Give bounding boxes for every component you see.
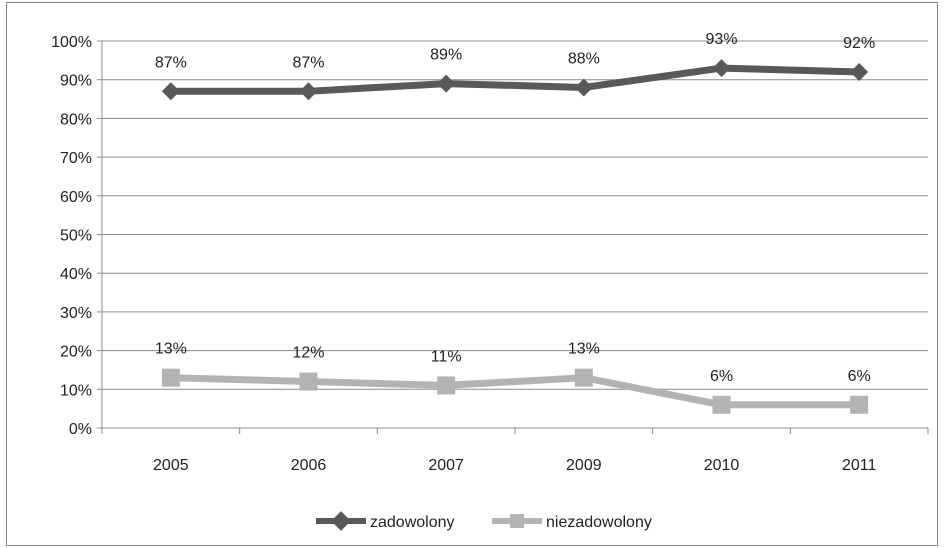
series-line-zadowolony: [170, 64, 860, 95]
x-tick-label: 2007: [428, 457, 464, 474]
data-label-niezadowolony: 6%: [848, 368, 871, 385]
y-tick-label: 90%: [60, 73, 92, 90]
data-point-zadowolony: [161, 82, 180, 101]
data-point-zadowolony: [850, 62, 869, 81]
data-label-niezadowolony: 13%: [155, 341, 187, 358]
data-point-niezadowolony: [712, 395, 731, 414]
y-tick-label: 0%: [69, 421, 92, 438]
chart-frame: [6, 2, 938, 546]
data-point-niezadowolony: [161, 368, 180, 387]
legend-item-niezadowolony: niezadowolony: [492, 514, 652, 531]
y-tick-label: 60%: [60, 189, 92, 206]
series-line-niezadowolony: [170, 374, 860, 409]
legend-label-zadowolony: zadowolony: [370, 514, 455, 531]
y-tick-label: 80%: [60, 111, 92, 128]
data-label-zadowolony: 93%: [705, 31, 737, 48]
data-label-zadowolony: 92%: [843, 35, 875, 52]
data-point-zadowolony: [712, 59, 731, 78]
legend-marker-niezadowolony: [510, 514, 524, 528]
series-markers: [161, 59, 869, 414]
legend-marker-zadowolony: [331, 511, 351, 531]
data-point-zadowolony: [299, 82, 318, 101]
y-tick-label: 100%: [51, 34, 92, 51]
x-tick-label: 2006: [291, 457, 327, 474]
x-tick-label: 2011: [842, 457, 877, 474]
y-axis-ticks: 0% 10% 20% 30% 40% 50% 60% 70% 80% 90% 100%: [51, 34, 102, 438]
data-point-zadowolony: [574, 78, 593, 97]
legend-label-niezadowolony: niezadowolony: [546, 514, 652, 531]
series-lines: [170, 64, 860, 409]
x-tick-label: 2005: [153, 457, 189, 474]
data-label-zadowolony: 88%: [568, 50, 600, 67]
data-label-niezadowolony: 11%: [431, 348, 462, 365]
data-label-zadowolony: 87%: [155, 54, 187, 71]
legend: zadowolony niezadowolony: [316, 511, 652, 531]
y-tick-label: 50%: [60, 228, 92, 245]
data-label-niezadowolony: 13%: [568, 341, 600, 358]
data-label-niezadowolony: 6%: [710, 368, 733, 385]
y-tick-label: 10%: [60, 382, 92, 399]
data-label-zadowolony: 89%: [430, 47, 462, 64]
data-point-niezadowolony: [574, 368, 593, 387]
y-tick-label: 30%: [60, 305, 92, 322]
y-tick-label: 20%: [60, 344, 92, 361]
data-point-niezadowolony: [437, 376, 456, 395]
legend-item-zadowolony: zadowolony: [316, 511, 455, 531]
data-point-zadowolony: [437, 74, 456, 93]
y-tick-label: 40%: [60, 266, 92, 283]
data-point-niezadowolony: [299, 372, 318, 391]
x-tick-label: 2010: [704, 457, 740, 474]
gridlines: [102, 40, 928, 390]
data-label-zadowolony: 87%: [292, 54, 324, 71]
data-point-niezadowolony: [850, 395, 869, 414]
y-tick-label: 70%: [60, 150, 92, 167]
x-axis-ticks: 2005 2006 2007 2009 2010 2011: [101, 428, 929, 474]
x-tick-label: 2009: [566, 457, 602, 474]
data-labels: 87% 87% 89% 88% 93% 92% 13% 12% 11% 13% 6% 6%: [155, 31, 875, 385]
data-label-niezadowolony: 12%: [292, 345, 324, 362]
